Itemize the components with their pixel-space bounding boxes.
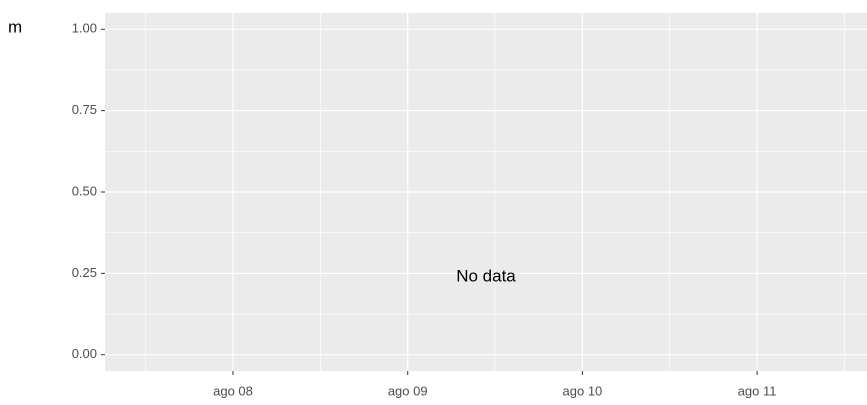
annotation: No data <box>456 266 516 285</box>
x-tick-label: ago 08 <box>213 383 253 398</box>
y-tick-label: 1.00 <box>72 21 97 36</box>
y-axis-label: m <box>8 17 22 36</box>
y-tick-label: 0.00 <box>72 346 97 361</box>
x-tick-label: ago 10 <box>563 383 603 398</box>
y-tick-label: 0.25 <box>72 265 97 280</box>
x-tick-label: ago 09 <box>388 383 428 398</box>
y-tick-label: 0.50 <box>72 183 97 198</box>
x-tick-label: ago 11 <box>738 383 777 398</box>
y-tick-label: 0.75 <box>72 102 97 117</box>
